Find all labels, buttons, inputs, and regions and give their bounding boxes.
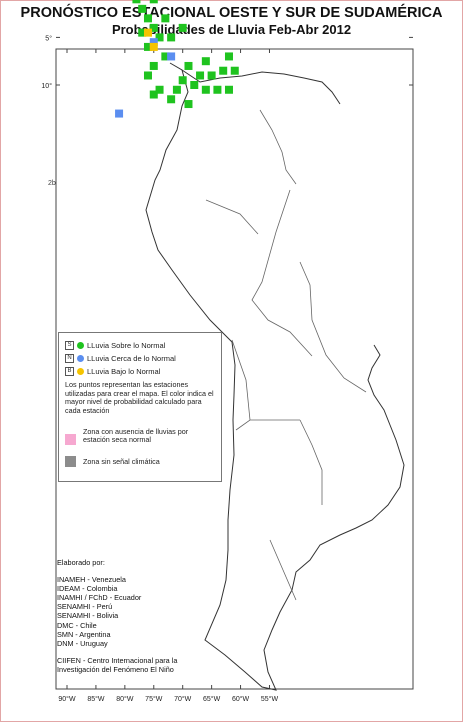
agency-line: IDEAM - Colombia	[57, 584, 118, 594]
station-above-normal	[178, 23, 187, 32]
legend-key: B	[65, 366, 74, 376]
coastline-north	[181, 69, 341, 105]
agency-line: SMN - Argentina	[57, 629, 111, 639]
no-signal-label: Zona sin señal climática	[83, 457, 160, 466]
lat-tick-label: 5°	[45, 34, 52, 42]
station-above-normal	[224, 85, 233, 94]
station-above-normal	[230, 66, 239, 75]
axis-ticks: 10°5°0°-5°-10°-15°-20°-25°-30°-35°-40°-4…	[41, 34, 413, 703]
station-above-normal	[155, 33, 164, 42]
station-above-normal	[143, 71, 152, 80]
station-above-normal	[161, 52, 170, 61]
lon-tick-label: 55°W	[261, 695, 279, 703]
dry-zone-swatch-icon	[65, 434, 76, 445]
map-subtitle: Probabilidades de Lluvia Feb-Abr 2012	[111, 22, 352, 37]
station-above-normal	[201, 85, 210, 94]
lon-tick-label: 80°W	[116, 695, 134, 703]
legend: S LLuvia Sobre lo Normal N LLuvia Cerca …	[58, 332, 222, 482]
station-above-normal	[219, 66, 228, 75]
credits: Elaborado por: INAMEH - Venezuela IDEAM …	[57, 558, 177, 674]
legend-note: Los puntos representan las estaciones ut…	[65, 380, 214, 415]
station-above-normal	[138, 4, 147, 13]
agency-line: DMC - Chile	[57, 620, 97, 630]
legend-key: N	[65, 353, 74, 363]
lon-tick-label: 90°W	[58, 695, 76, 703]
station-above-normal	[143, 42, 152, 51]
lon-tick-label: 65°W	[203, 695, 221, 703]
station-above-normal	[207, 71, 216, 80]
green-dot-icon	[77, 341, 84, 349]
station-above-normal	[190, 81, 199, 89]
station-below-normal	[143, 28, 152, 37]
station-above-normal	[213, 85, 222, 94]
country-borders	[205, 109, 367, 601]
ciifen-line: CIIFEN - Centro Internacional para la	[57, 655, 178, 665]
station-above-normal	[178, 76, 187, 85]
station-above-normal	[155, 85, 164, 94]
dry-zone-label: Zona con ausencia de lluvias por estació…	[83, 427, 189, 445]
agency-line: INAMEH - Venezuela	[57, 575, 126, 585]
lon-tick-label: 85°W	[87, 695, 105, 703]
station-above-normal	[132, 0, 141, 4]
station-above-normal	[201, 57, 210, 66]
agency-line: SENAMHI - Perú	[57, 602, 113, 612]
lon-tick-label: 75°W	[145, 695, 163, 703]
station-above-normal	[149, 90, 158, 99]
station-near-normal	[115, 109, 124, 118]
agency-line: DNM - Uruguay	[57, 638, 108, 648]
map-title: PRONÓSTICO ESTACIONAL OESTE Y SUR DE SUD…	[20, 5, 443, 21]
lat-tick-label: 10°	[41, 82, 52, 90]
station-above-normal	[149, 23, 158, 32]
lon-tick-label: 60°W	[232, 695, 250, 703]
station-above-normal	[184, 61, 193, 70]
legend-label: LLuvia Cerca de lo Normal	[87, 353, 176, 363]
blue-dot-icon	[77, 354, 84, 362]
legend-item-below: B LLuvia Bajo lo Normal	[65, 366, 160, 376]
station-above-normal	[143, 14, 152, 23]
legend-label: LLuvia Bajo lo Normal	[87, 366, 161, 376]
yellow-dot-icon	[77, 367, 84, 375]
station-near-normal	[167, 52, 176, 61]
station-near-normal	[149, 38, 158, 47]
ciifen-line: Investigación del Fenómeno El Niño	[57, 664, 174, 674]
agency-line: SENAMHI - Bolivia	[57, 611, 119, 621]
legend-item-near: N LLuvia Cerca de lo Normal	[65, 353, 176, 363]
legend-item-above: S LLuvia Sobre lo Normal	[65, 340, 165, 350]
station-above-normal	[149, 61, 158, 70]
no-signal-swatch-icon	[65, 456, 76, 467]
station-above-normal	[138, 28, 147, 37]
station-above-normal	[167, 95, 176, 104]
station-above-normal	[149, 0, 158, 4]
coastline-west	[145, 62, 405, 691]
station-markers	[115, 0, 239, 118]
lon-tick-label: 70°W	[174, 695, 192, 703]
agency-line: INAMHI / FChD - Ecuador	[57, 593, 142, 603]
station-above-normal	[224, 52, 233, 61]
station-above-normal	[161, 14, 170, 23]
station-below-normal	[149, 42, 158, 51]
legend-label: LLuvia Sobre lo Normal	[87, 340, 166, 350]
station-above-normal	[167, 33, 176, 42]
station-above-normal	[196, 71, 205, 80]
station-above-normal	[184, 100, 193, 109]
legend-key: S	[65, 340, 74, 350]
station-above-normal	[172, 85, 181, 94]
credits-heading: Elaborado por:	[57, 558, 105, 567]
stray-label: 2b	[48, 180, 56, 187]
